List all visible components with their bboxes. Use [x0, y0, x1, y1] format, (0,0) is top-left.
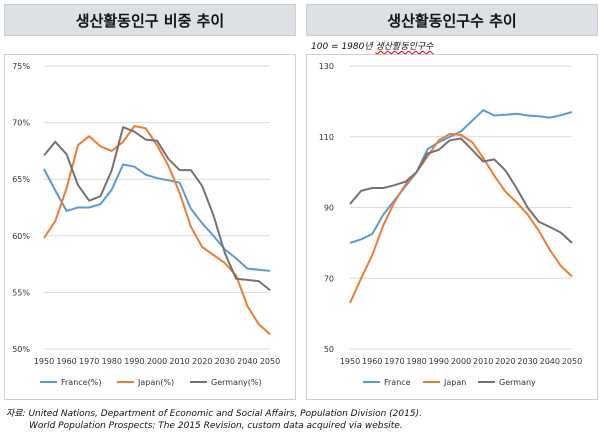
note-underlined-term: 생산활동인구수 [375, 42, 434, 52]
source-line-1: 자료: United Nations, Department of Econom… [6, 409, 422, 419]
y-tick-label: 110 [319, 133, 334, 142]
y-tick-label: 60% [12, 232, 30, 241]
x-tick-label: 1960 [56, 357, 76, 366]
legend-label: Germany [499, 378, 536, 387]
x-tick-label: 2040 [540, 357, 560, 366]
series-line-japan [349, 132, 573, 304]
left-line-chart: 50%55%60%65%70%75%1950 1960 1970 1980 1990 20… [12, 62, 280, 387]
right-chart-note: 100 = 1980년 생산활동인구수 [311, 39, 433, 52]
source-line-2: World Population Prospects: The 2015 Rev… [29, 421, 403, 431]
x-tick-label: 1970 [79, 357, 99, 366]
legend-label: France(%) [61, 378, 101, 387]
right-panel-title: 생산활동인구수 추이 [306, 4, 598, 36]
x-tick-label: 1950 [34, 357, 54, 366]
series-line-france [349, 109, 573, 244]
x-tick-label: 2030 [215, 357, 235, 366]
y-tick-label: 90 [324, 204, 334, 213]
x-tick-label: 1950 [340, 357, 360, 366]
legend-label: France [384, 378, 411, 387]
x-tick-label: 2040 [237, 357, 257, 366]
y-tick-label: 50% [12, 345, 30, 354]
x-tick-label: 2050 [260, 357, 280, 366]
right-line-chart: 50 70 90 110 130 1950 1960 1970 1980 1990 2000 2010… [319, 62, 582, 387]
x-tick-label: 1980 [102, 357, 122, 366]
legend-label: Japan(%) [137, 378, 174, 387]
y-tick-label: 75% [12, 62, 30, 71]
x-tick-label: 2000 [147, 357, 167, 366]
x-tick-label: 1990 [124, 357, 144, 366]
series-line-germany [349, 137, 573, 244]
source-note: 자료: United Nations, Department of Econom… [6, 408, 422, 432]
y-tick-label: 70 [324, 274, 334, 283]
x-tick-label: 1960 [362, 357, 382, 366]
note-prefix: 100 = 1980년 [311, 42, 376, 52]
x-tick-label: 1980 [406, 357, 426, 366]
legend-label: Japan [443, 378, 466, 387]
x-tick-label: 2020 [192, 357, 212, 366]
x-tick-label: 1970 [384, 357, 404, 366]
x-tick-label: 2010 [473, 357, 493, 366]
y-tick-label: 50 [324, 345, 334, 354]
x-tick-label: 2010 [169, 357, 189, 366]
x-tick-label: 2030 [517, 357, 537, 366]
legend-label: Germany(%) [211, 378, 262, 387]
y-tick-label: 70% [12, 119, 30, 128]
y-tick-label: 130 [319, 62, 334, 71]
x-tick-label: 2020 [495, 357, 515, 366]
x-tick-label: 2000 [451, 357, 471, 366]
x-tick-label: 1990 [429, 357, 449, 366]
series-line-france [43, 163, 271, 272]
y-tick-label: 65% [12, 175, 30, 184]
left-panel-title: 생산활동인구 비중 추이 [4, 4, 296, 36]
series-line-germany [43, 126, 271, 291]
x-tick-label: 2050 [562, 357, 582, 366]
y-tick-label: 55% [12, 288, 30, 297]
left-chart-frame [4, 54, 296, 400]
